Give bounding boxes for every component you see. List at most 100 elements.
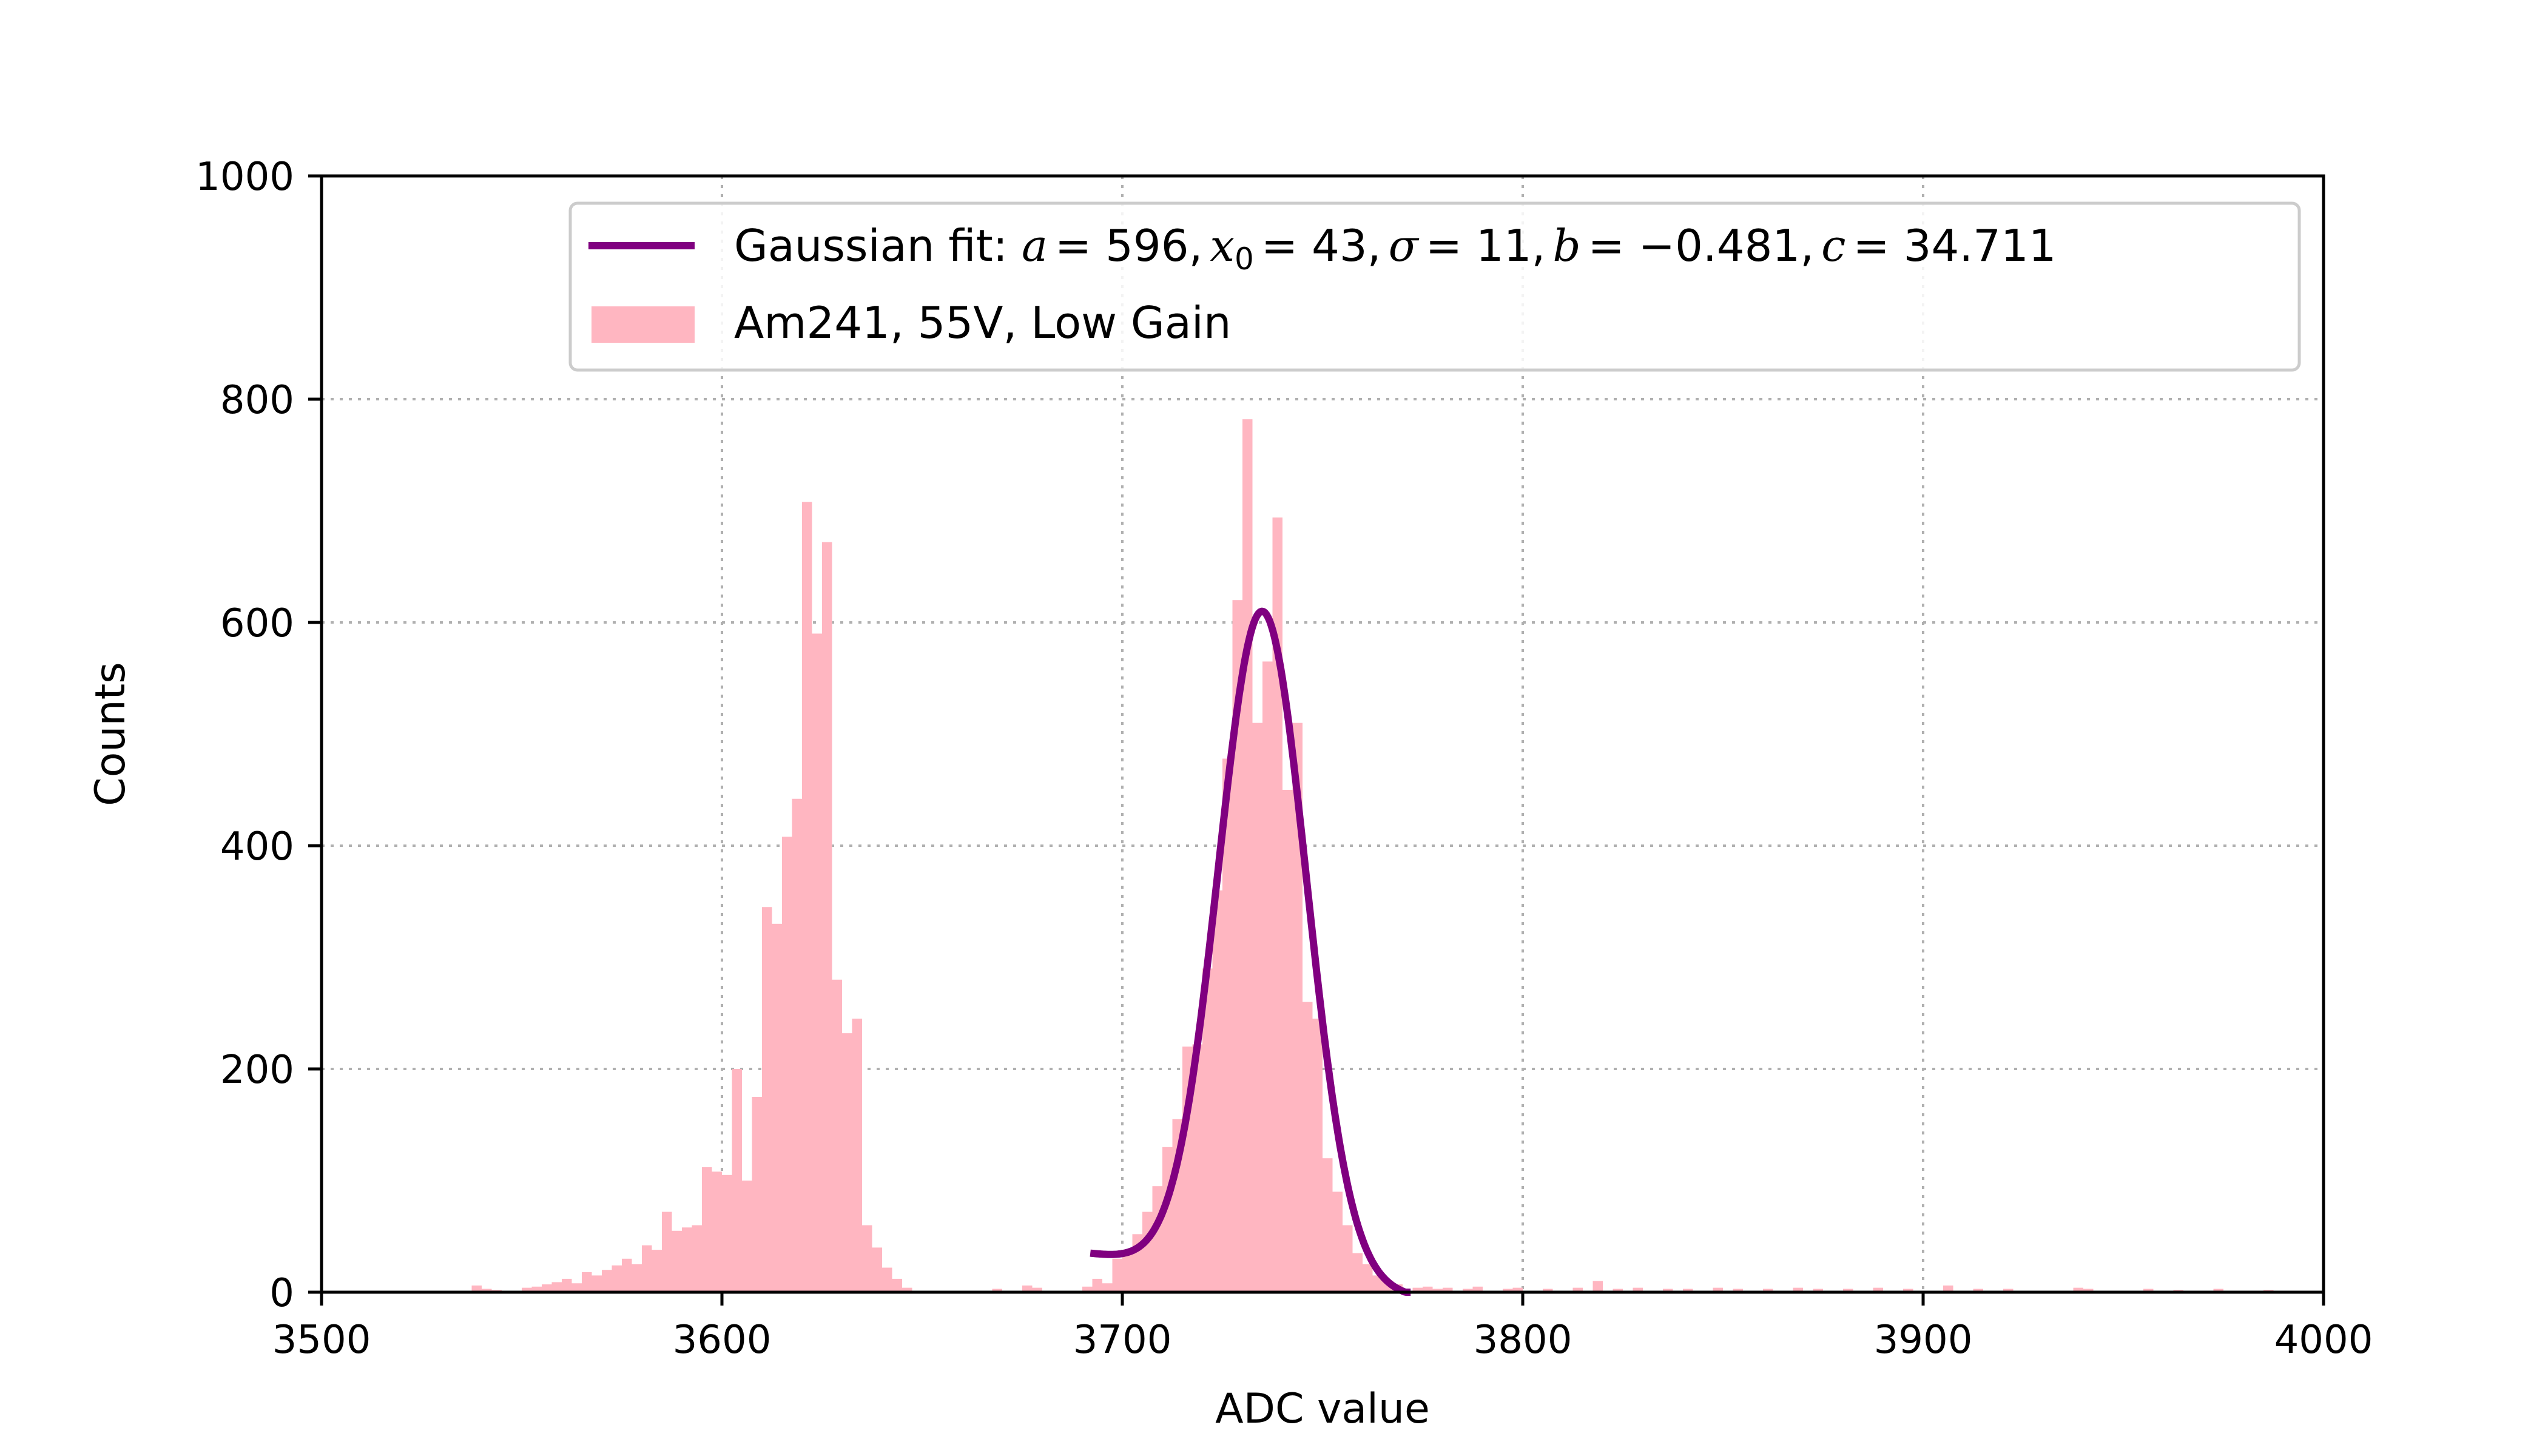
histogram-bar <box>1092 1278 1102 1292</box>
y-tick-label: 0 <box>269 1271 294 1316</box>
histogram-bar <box>1713 1287 1723 1292</box>
legend-hist-swatch <box>592 306 695 343</box>
histogram-bar <box>682 1227 692 1292</box>
histogram-bar <box>842 1033 852 1292</box>
histogram-bar <box>652 1250 662 1292</box>
legend-fit-label: Gaussian fit: a = 596, x0 = 43, σ = 11, b = −0.… <box>734 220 2057 277</box>
histogram-bar <box>612 1265 622 1292</box>
histogram-bar <box>1472 1286 1483 1292</box>
legend-fit-sigma-symbol: σ <box>1389 220 1420 271</box>
histogram-bar <box>1252 723 1262 1292</box>
histogram-bar <box>872 1247 882 1292</box>
histogram-bar <box>732 1069 742 1292</box>
histogram-bar <box>782 837 792 1292</box>
histogram-bar <box>672 1230 682 1292</box>
histogram-bar <box>712 1171 722 1292</box>
histogram-bar <box>792 798 802 1292</box>
histogram-bar <box>1572 1287 1583 1292</box>
histogram-bar <box>1663 1289 1673 1292</box>
histogram-bar <box>1683 1289 1693 1292</box>
legend-fit-x0-symbol: x <box>1210 220 1235 271</box>
histogram-bar <box>892 1278 902 1292</box>
histogram-bar <box>1903 1289 1913 1292</box>
gaussian-fit-line <box>1088 607 1413 1296</box>
x-tick-label: 4000 <box>2274 1318 2373 1363</box>
histogram-bar <box>702 1167 712 1292</box>
histogram-bar <box>812 633 822 1292</box>
histogram-bar <box>2143 1289 2154 1292</box>
histogram-bar <box>882 1267 892 1292</box>
legend-hist-label: Am241, 55V, Low Gain <box>734 297 1231 348</box>
histogram-bar <box>1733 1289 1743 1292</box>
histogram-bar <box>632 1264 642 1292</box>
legend-fit-prefix: Gaussian fit: <box>734 220 1022 271</box>
histogram-bar <box>1363 1264 1373 1292</box>
x-axis-label: ADC value <box>1215 1385 1430 1433</box>
histogram-bar <box>1813 1289 1823 1292</box>
histogram-bar <box>742 1181 752 1292</box>
histogram-bar <box>1873 1287 1883 1292</box>
histogram-bar <box>822 542 832 1292</box>
histogram-bar <box>602 1270 612 1292</box>
histogram-bar <box>1222 758 1233 1292</box>
y-axis-label: Counts <box>87 662 135 806</box>
histogram-bar <box>1432 1289 1443 1292</box>
y-tick-label: 200 <box>220 1048 294 1093</box>
histogram-bar <box>802 502 812 1292</box>
histogram-bar <box>471 1285 482 1292</box>
x-tick-label: 3900 <box>1874 1318 1973 1363</box>
histogram-bar <box>1613 1289 1623 1292</box>
histogram-bar <box>2073 1287 2083 1292</box>
histogram-bar <box>531 1286 542 1292</box>
histogram-bar <box>752 1097 762 1292</box>
histogram-bar <box>622 1258 632 1292</box>
legend-fit-c: = 34.711 <box>1853 220 2056 271</box>
histogram-bar <box>992 1289 1002 1292</box>
histogram-bar <box>832 979 842 1292</box>
x-tick-label: 3500 <box>272 1318 371 1363</box>
histogram-bar <box>1343 1225 1353 1292</box>
y-tick-label: 600 <box>220 601 294 646</box>
axis-ticks: 3500 3600 3700 3800 3900 4000 0 200 400 600 800 100… <box>195 155 2373 1363</box>
legend-fit-x0-sub: 0 <box>1235 241 1254 277</box>
histogram-bar <box>1022 1285 1033 1292</box>
histogram-bar <box>1543 1289 1553 1292</box>
histogram-bar <box>1082 1286 1093 1292</box>
histogram-bar <box>1793 1287 1803 1292</box>
histogram-bar <box>1412 1287 1423 1292</box>
histogram-bar <box>1763 1289 1773 1292</box>
histogram-bar <box>551 1282 562 1292</box>
x-tick-label: 3800 <box>1474 1318 1572 1363</box>
histogram-bar <box>1443 1287 1453 1292</box>
legend-fit-b-symbol: b <box>1552 220 1580 271</box>
y-tick-label: 400 <box>220 824 294 869</box>
histogram-bar <box>1303 1002 1313 1292</box>
histogram-bar <box>1102 1283 1113 1292</box>
histogram-bar <box>692 1225 702 1292</box>
histogram-bar <box>762 907 772 1292</box>
histogram-bar <box>1292 723 1303 1292</box>
histogram-bar <box>1843 1289 1853 1292</box>
histogram-bar <box>2083 1289 2094 1292</box>
histogram-bar <box>1352 1253 1363 1292</box>
histogram-bar <box>562 1278 572 1292</box>
x-tick-label: 3600 <box>673 1318 772 1363</box>
x-tick-label: 3700 <box>1073 1318 1172 1363</box>
histogram-bar <box>1142 1212 1153 1292</box>
histogram-bar <box>852 1019 862 1292</box>
histogram-bar <box>662 1212 672 1292</box>
histogram-bar <box>1633 1287 1643 1292</box>
histogram-bar <box>862 1225 872 1292</box>
y-tick-label: 1000 <box>195 155 294 200</box>
histogram-bar <box>1372 1275 1383 1292</box>
histogram-bar <box>1212 890 1222 1292</box>
histogram-bar <box>1503 1289 1513 1292</box>
legend-fit-sigma: = 11, <box>1426 220 1546 271</box>
histogram-bar <box>772 923 782 1292</box>
histogram-bar <box>1202 968 1213 1292</box>
histogram-bar <box>522 1287 532 1292</box>
histogram-bar <box>1232 600 1242 1293</box>
histogram-bar <box>1162 1147 1173 1292</box>
histogram-bar <box>1423 1286 1433 1292</box>
histogram-bar <box>1112 1258 1122 1292</box>
